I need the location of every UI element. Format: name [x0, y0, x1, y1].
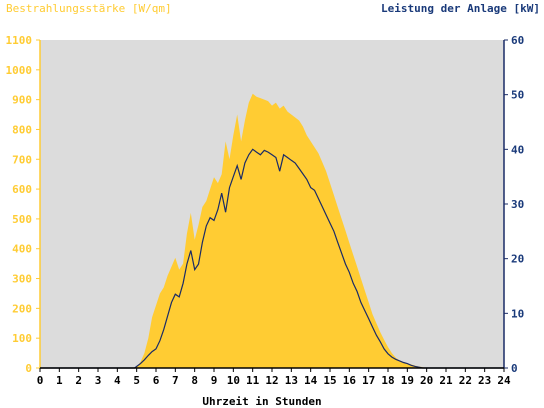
- right-axis-ticks: 0 10 20 30 40 50 60: [504, 34, 524, 375]
- x-tick-label: 2: [75, 374, 82, 387]
- x-tick-label: 16: [343, 374, 357, 387]
- x-tick-label: 9: [211, 374, 218, 387]
- x-tick-label: 7: [172, 374, 179, 387]
- left-tick-label: 900: [12, 94, 32, 107]
- x-tick-label: 14: [304, 374, 318, 387]
- right-axis-title: Leistung der Anlage [kW]: [381, 2, 540, 15]
- x-tick-label: 1: [56, 374, 63, 387]
- x-tick-label: 8: [191, 374, 198, 387]
- x-tick-label: 21: [439, 374, 453, 387]
- x-tick-label: 18: [381, 374, 394, 387]
- left-tick-label: 0: [25, 362, 32, 375]
- left-tick-label: 200: [12, 302, 32, 315]
- left-tick-label: 1100: [6, 34, 33, 47]
- left-tick-label: 500: [12, 213, 32, 226]
- left-tick-label: 800: [12, 123, 32, 136]
- left-tick-label: 1000: [6, 64, 33, 77]
- x-tick-label: 4: [114, 374, 121, 387]
- left-tick-label: 100: [12, 332, 32, 345]
- right-tick-label: 30: [511, 198, 524, 211]
- x-tick-label: 3: [95, 374, 102, 387]
- left-tick-label: 300: [12, 273, 32, 286]
- x-tick-label: 6: [153, 374, 160, 387]
- x-tick-label: 20: [420, 374, 433, 387]
- x-tick-label: 10: [227, 374, 240, 387]
- left-tick-label: 400: [12, 243, 32, 256]
- x-tick-label: 19: [401, 374, 414, 387]
- x-axis-title: Uhrzeit in Stunden: [202, 395, 321, 408]
- right-tick-label: 20: [511, 253, 524, 266]
- left-tick-label: 600: [12, 183, 32, 196]
- x-tick-label: 13: [285, 374, 298, 387]
- left-axis-ticks: 0 100 200 300 400 500 600 700 800 900 1000 1100: [6, 34, 40, 375]
- x-tick-label: 12: [265, 374, 278, 387]
- x-tick-label: 24: [497, 374, 511, 387]
- x-tick-label: 23: [478, 374, 491, 387]
- right-tick-label: 50: [511, 89, 524, 102]
- x-tick-label: 15: [323, 374, 336, 387]
- left-tick-label: 700: [12, 153, 32, 166]
- right-tick-label: 0: [511, 362, 518, 375]
- x-tick-label: 5: [133, 374, 140, 387]
- x-axis-ticks: 0 1 2 3 4 5 6 7 8 9 10 11 12 13 14 15 16 17 18 19 20 21 22 23 24: [37, 368, 511, 387]
- left-axis-title: Bestrahlungsstärke [W/qm]: [6, 2, 172, 15]
- right-tick-label: 10: [511, 307, 524, 320]
- power-line: [40, 148, 504, 369]
- x-tick-label: 17: [362, 374, 375, 387]
- irradiance-area: [40, 93, 504, 368]
- x-tick-label: 11: [246, 374, 260, 387]
- x-tick-label: 0: [37, 374, 44, 387]
- right-tick-label: 60: [511, 34, 524, 47]
- right-tick-label: 40: [511, 143, 524, 156]
- x-tick-label: 22: [459, 374, 472, 387]
